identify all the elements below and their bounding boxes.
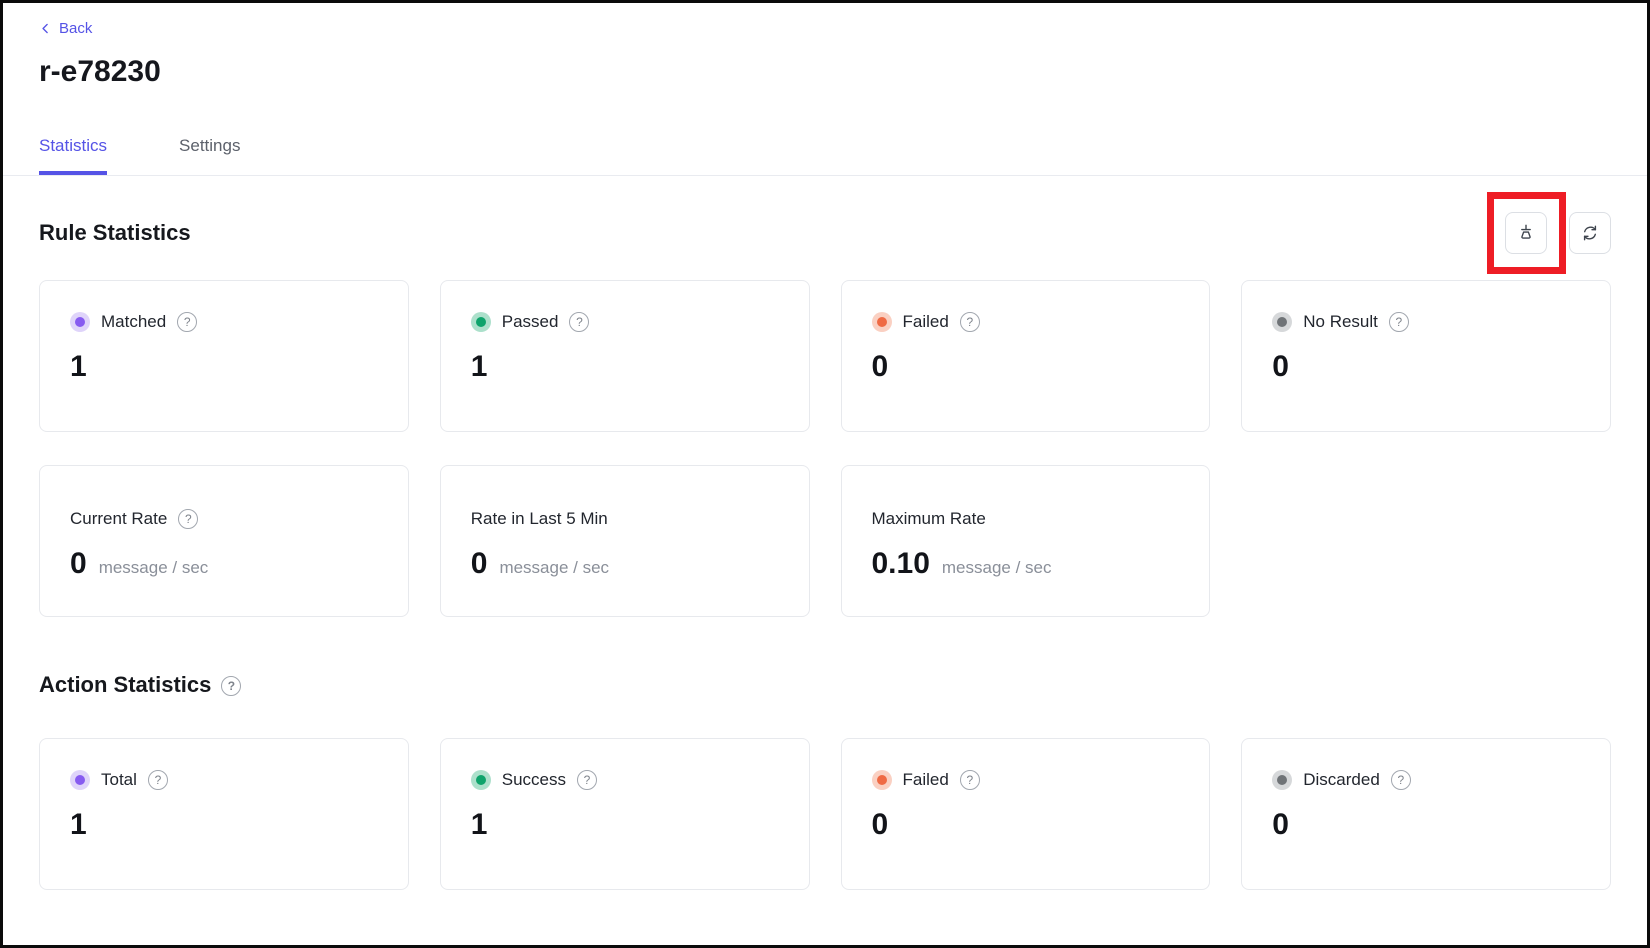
- failed-status-dot: [871, 312, 892, 332]
- rate-last-5-min-card: Rate in Last 5 Min 0 message / sec: [439, 465, 810, 617]
- action-statistics-title: Action Statistics ?: [39, 671, 242, 699]
- discarded-status-dot: [1272, 770, 1293, 790]
- action-failed-status-dot: [871, 770, 892, 790]
- card-value: 0: [871, 808, 889, 841]
- action-failed-card: Failed ? 0: [840, 738, 1211, 890]
- card-unit: message / sec: [941, 558, 1052, 577]
- rule-statistics-title: Rule Statistics: [39, 220, 191, 245]
- rule-statistics-header: Rule Statistics: [39, 192, 1611, 274]
- refresh-icon: [1579, 222, 1601, 244]
- help-icon[interactable]: ?: [959, 770, 980, 790]
- current-rate-card: Current Rate ? 0 message / sec: [39, 465, 409, 617]
- passed-status-dot: [470, 312, 491, 332]
- help-icon[interactable]: ?: [147, 770, 168, 790]
- help-icon[interactable]: ?: [569, 312, 590, 332]
- card-unit: message / sec: [499, 558, 610, 577]
- card-value: 0: [70, 547, 87, 580]
- back-label: Back: [59, 20, 93, 37]
- action-statistics-cards: Total ? 1 Success ? 1 Failed ? 0 Di: [39, 738, 1611, 890]
- card-label: Matched: [101, 312, 167, 331]
- card-label: Failed: [902, 770, 949, 789]
- refresh-button[interactable]: [1569, 212, 1611, 254]
- card-value: 0: [1272, 808, 1289, 841]
- total-status-dot: [70, 770, 90, 790]
- broom-icon: [1515, 222, 1537, 244]
- help-icon[interactable]: ?: [221, 676, 242, 696]
- card-value: 1: [470, 808, 488, 841]
- card-unit: message / sec: [98, 558, 209, 577]
- tab-bar: Statistics Settings: [3, 136, 1647, 176]
- no-result-status-dot: [1272, 312, 1293, 332]
- help-icon[interactable]: ?: [1390, 770, 1411, 790]
- card-label: Discarded: [1303, 770, 1380, 789]
- card-value: 1: [470, 350, 488, 383]
- card-value: 0: [871, 350, 889, 383]
- maximum-rate-card: Maximum Rate 0.10 message / sec: [840, 465, 1211, 617]
- tab-statistics[interactable]: Statistics: [39, 136, 108, 175]
- card-label: Rate in Last 5 Min: [470, 509, 608, 528]
- card-label: Passed: [501, 312, 559, 331]
- success-card: Success ? 1: [439, 738, 810, 890]
- no-result-card: No Result ? 0: [1241, 280, 1611, 432]
- help-icon[interactable]: ?: [577, 770, 597, 790]
- card-label: Current Rate: [70, 509, 168, 528]
- tab-settings[interactable]: Settings: [179, 136, 241, 155]
- card-value: 0: [1272, 350, 1289, 383]
- reset-statistics-button[interactable]: [1505, 212, 1547, 254]
- card-label: Failed: [902, 312, 949, 331]
- help-icon[interactable]: ?: [1388, 312, 1409, 332]
- card-value: 0: [470, 547, 488, 580]
- card-value: 0.10: [871, 547, 930, 580]
- card-label: Total: [101, 770, 137, 789]
- help-icon[interactable]: ?: [177, 312, 198, 332]
- failed-card: Failed ? 0: [840, 280, 1211, 432]
- page-title: r-e78230: [39, 55, 161, 88]
- discarded-card: Discarded ? 0: [1241, 738, 1611, 890]
- card-label: Maximum Rate: [871, 509, 986, 528]
- statistics-toolbar: [1487, 192, 1611, 274]
- success-status-dot: [470, 770, 491, 790]
- total-card: Total ? 1: [39, 738, 409, 890]
- action-statistics-label: Action Statistics: [39, 672, 212, 697]
- help-icon[interactable]: ?: [959, 312, 980, 332]
- matched-status-dot: [70, 312, 90, 332]
- card-value: 1: [70, 350, 87, 383]
- card-label: No Result: [1303, 312, 1378, 331]
- action-statistics-header: Action Statistics ?: [39, 671, 1611, 699]
- passed-card: Passed ? 1: [439, 280, 810, 432]
- back-link[interactable]: Back: [39, 20, 92, 37]
- rule-statistics-cards: Matched ? 1 Passed ? 1 Failed ? 0 N: [39, 280, 1611, 432]
- help-icon[interactable]: ?: [178, 509, 199, 529]
- matched-card: Matched ? 1: [39, 280, 409, 432]
- card-value: 1: [70, 808, 87, 841]
- card-label: Success: [501, 770, 566, 789]
- rule-rate-cards: Current Rate ? 0 message / sec Rate in L…: [39, 465, 1611, 617]
- chevron-left-icon: [39, 22, 52, 35]
